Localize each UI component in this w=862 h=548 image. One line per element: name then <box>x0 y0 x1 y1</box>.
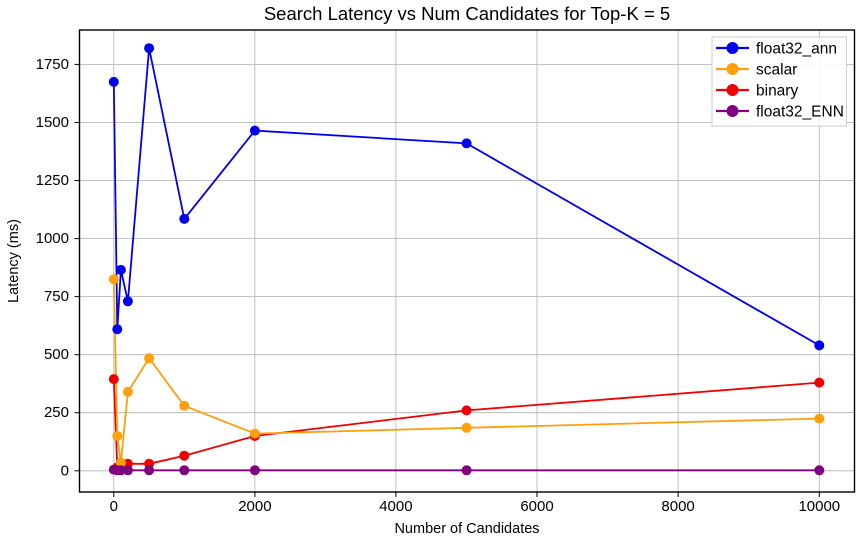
svg-text:scalar: scalar <box>756 62 797 79</box>
svg-text:1250: 1250 <box>36 172 69 189</box>
svg-text:Latency (ms): Latency (ms) <box>6 219 22 303</box>
svg-text:2000: 2000 <box>238 498 271 515</box>
svg-text:1750: 1750 <box>36 56 69 73</box>
svg-text:10000: 10000 <box>798 498 840 515</box>
svg-text:0: 0 <box>61 462 69 479</box>
svg-text:4000: 4000 <box>379 498 412 515</box>
svg-text:float32_ENN: float32_ENN <box>756 104 844 121</box>
svg-text:250: 250 <box>44 404 69 421</box>
svg-text:8000: 8000 <box>661 498 694 515</box>
svg-text:Search Latency vs Num Candidat: Search Latency vs Num Candidates for Top… <box>264 3 670 24</box>
svg-text:750: 750 <box>44 288 69 305</box>
svg-text:6000: 6000 <box>520 498 553 515</box>
svg-text:Number of Candidates: Number of Candidates <box>394 521 539 537</box>
svg-text:0: 0 <box>110 498 118 515</box>
svg-text:500: 500 <box>44 346 69 363</box>
svg-text:1500: 1500 <box>36 114 69 131</box>
svg-text:float32_ann: float32_ann <box>756 41 837 58</box>
svg-text:binary: binary <box>756 83 798 100</box>
svg-text:1000: 1000 <box>36 230 69 247</box>
